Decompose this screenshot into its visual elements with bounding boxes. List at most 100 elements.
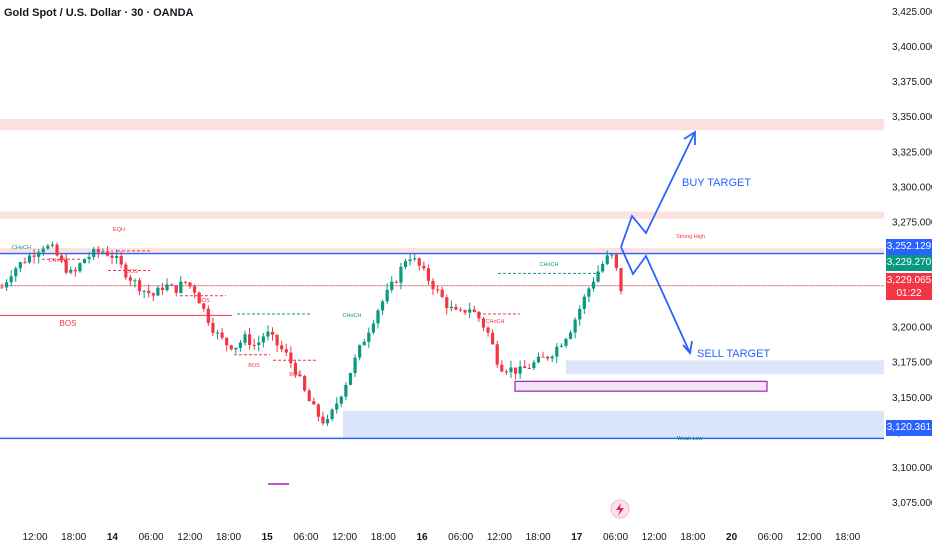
candle-body [422, 265, 426, 269]
candle-body [298, 374, 302, 377]
time-tick-label: 18:00 [371, 532, 396, 543]
candle-body [87, 256, 91, 260]
candle-body [50, 244, 55, 246]
candle-body [0, 287, 4, 289]
strong-high-price-badge: 3,252.129 [886, 239, 932, 255]
bid-price-badge: 3,229.065 [886, 273, 932, 289]
candle-series [0, 241, 623, 427]
structure-label-2: CHoCH [49, 258, 68, 264]
time-tick-label: 12:00 [642, 532, 667, 543]
candle-body [266, 331, 270, 337]
candle-body [325, 419, 330, 424]
buy-target-label: BUY TARGET [682, 177, 751, 189]
structure-label-left: CHoCH [12, 245, 31, 251]
candle-body [41, 248, 45, 253]
candle-body [518, 366, 522, 374]
candle-body [582, 296, 586, 309]
candle-body [179, 281, 183, 293]
time-tick-label: 20 [726, 532, 738, 543]
candle-body [541, 356, 545, 358]
time-tick-label: 12:00 [796, 532, 821, 543]
candle-body [532, 362, 536, 368]
candle-body [601, 263, 605, 272]
candle-body [270, 331, 275, 335]
candle-body [573, 319, 577, 333]
candle-body [619, 268, 623, 292]
price-tick-label: 3,375.000 [892, 77, 932, 88]
candle-body [578, 308, 582, 320]
time-tick-label: 06:00 [448, 532, 473, 543]
structure-label-6: BOS [248, 363, 260, 369]
chart-title: Gold Spot / U.S. Dollar · 30 · OANDA [4, 7, 194, 19]
countdown-badge: 01:22 [886, 287, 932, 300]
candle-body [614, 254, 619, 269]
candle-body [23, 262, 27, 264]
candle-body [101, 251, 105, 253]
misc-marks [268, 483, 630, 519]
candle-body [321, 416, 325, 424]
candle-body [353, 357, 357, 374]
buy-projection-path [620, 131, 696, 248]
candle-body [500, 364, 504, 372]
candle-body [513, 367, 518, 374]
candle-body [371, 323, 375, 333]
candle-body [303, 376, 307, 391]
candle-body [137, 280, 142, 292]
candle-body [458, 309, 463, 311]
structure-label-1: CHoCH [540, 262, 559, 268]
weak-low-price-badge: 3,120.361 [886, 420, 932, 436]
candle-body [463, 310, 467, 313]
candle-body [413, 258, 417, 260]
candle-body [78, 263, 82, 272]
structure-annotations: CHoCH CHoCH CHoCH EQH BOS BOS BOS BOS CHoCH CHoCH… [12, 227, 600, 378]
strong-high-label: Strong High [676, 234, 705, 240]
time-tick-label: 12:00 [487, 532, 512, 543]
candle-body [504, 371, 508, 373]
structure-label-8: CHoCH [486, 319, 505, 325]
candle-body [293, 363, 298, 375]
candle-body [82, 259, 87, 264]
candle-body [183, 281, 188, 283]
candle-body [385, 289, 389, 302]
candle-body [468, 309, 472, 313]
candle-body [151, 293, 155, 296]
candle-body [211, 323, 215, 333]
structure-label-5: BOS [198, 298, 210, 304]
candle-body [348, 373, 353, 385]
candle-body [316, 404, 320, 417]
candle-body [380, 301, 385, 311]
candle-body [225, 337, 229, 346]
candle-body [32, 255, 36, 257]
candle-body [92, 249, 96, 257]
candle-body [252, 344, 256, 346]
time-tick-label: 06:00 [139, 532, 164, 543]
supply-zone-1 [0, 211, 884, 219]
order_block-zone-5 [514, 380, 768, 392]
candle-body [119, 256, 123, 265]
time-tick-label: 12:00 [22, 532, 47, 543]
candle-body [376, 310, 380, 324]
candle-body [275, 334, 279, 346]
candle-body [330, 409, 334, 420]
candle-body [587, 288, 591, 297]
time-tick-label: 06:00 [758, 532, 783, 543]
candle-body [37, 252, 41, 257]
candle-body [220, 332, 224, 338]
candle-body [60, 255, 64, 261]
candle-body [335, 403, 339, 410]
candle-body [408, 259, 412, 262]
candle-body [454, 306, 458, 310]
structure-label-4: BOS [126, 269, 138, 275]
candle-body [234, 347, 238, 350]
candle-body [202, 303, 206, 309]
time-tick-label: 18:00 [61, 532, 86, 543]
candle-body [55, 244, 59, 256]
time-tick-label: 18:00 [680, 532, 705, 543]
price-tick-label: 3,100.000 [892, 463, 932, 474]
candle-body [27, 255, 32, 263]
time-tick-label: 16 [416, 532, 428, 543]
candle-body [280, 345, 284, 350]
candle-body [445, 297, 449, 309]
structure-label-0: CHoCH [343, 313, 362, 319]
